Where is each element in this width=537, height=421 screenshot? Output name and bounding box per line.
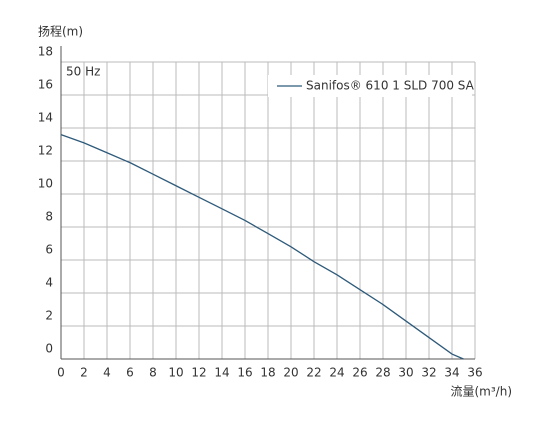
y-tick-label: 14 [38,111,53,125]
y-tick-label: 0 [45,342,53,356]
x-tick-label: 24 [329,366,344,380]
x-tick-label: 28 [375,366,390,380]
x-tick-label: 26 [352,366,367,380]
y-tick-label: 8 [45,210,53,224]
legend-box [268,75,472,97]
y-tick-label: 2 [45,309,53,323]
x-tick-label: 8 [149,366,157,380]
x-tick-label: 10 [168,366,183,380]
x-tick-label: 22 [306,366,321,380]
x-axis-label: 流量(m³/h) [450,385,512,399]
y-tick-label: 10 [38,177,53,191]
legend-label: Sanifos® 610 1 SLD 700 SA [306,79,475,93]
y-tick-label: 12 [38,144,53,158]
y-tick-label: 6 [45,243,53,257]
y-tick-label: 18 [38,45,53,59]
x-tick-label: 4 [103,366,111,380]
y-axis-label: 扬程(m) [38,24,83,39]
x-tick-label: 16 [237,366,252,380]
line-series [60,133,464,360]
x-tick-label: 14 [214,366,229,380]
x-tick-label: 0 [57,366,65,380]
x-tick-label: 30 [398,366,413,380]
x-tick-label: 20 [283,366,298,380]
x-tick-label: 6 [126,366,134,380]
x-tick-label: 32 [421,366,436,380]
x-tick-label: 36 [467,366,482,380]
annotation: 50 Hz [66,65,100,79]
y-tick-label: 16 [38,78,53,92]
y-tick-label: 4 [45,276,53,290]
x-tick-label: 18 [260,366,275,380]
x-tick-label: 2 [80,366,88,380]
x-tick-label: 34 [444,366,459,380]
x-tick-label: 12 [191,366,206,380]
